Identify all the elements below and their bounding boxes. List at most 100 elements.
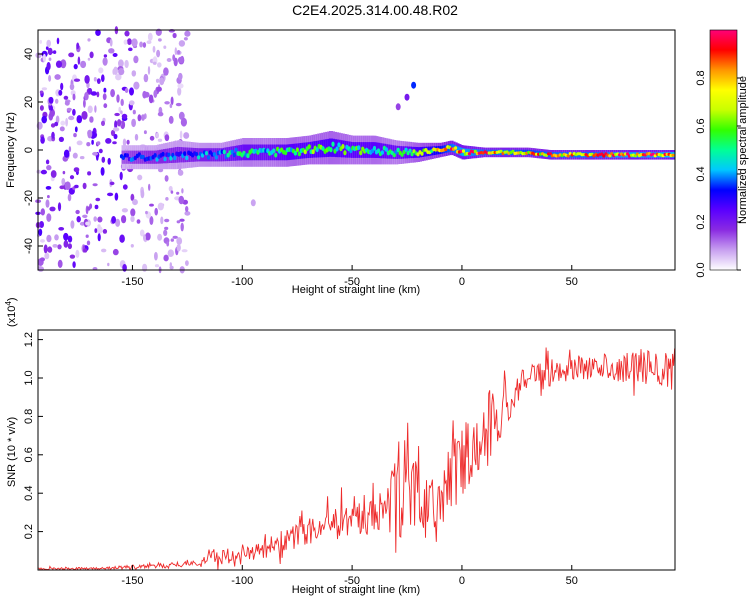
noise-cell (77, 115, 83, 123)
noise-cell (168, 249, 174, 257)
x-tick-label: -100 (231, 276, 253, 288)
noise-cell (72, 109, 76, 116)
noise-cell (164, 101, 170, 104)
noise-cell (54, 122, 58, 127)
noise-cell (178, 170, 184, 176)
noise-cell (103, 88, 106, 93)
noise-cell (60, 126, 65, 131)
noise-cell (74, 79, 80, 82)
feature-cell (405, 94, 410, 101)
feature-cell (251, 199, 256, 206)
noise-cell (154, 252, 158, 261)
noise-cell (141, 114, 145, 121)
noise-cell (181, 223, 184, 232)
noise-cell (122, 264, 127, 272)
noise-cell (138, 114, 142, 121)
noise-cell (116, 94, 119, 103)
noise-cell (41, 208, 45, 215)
noise-cell (40, 239, 45, 243)
noise-cell (86, 235, 89, 238)
noise-cell (110, 39, 113, 47)
ridge-core-cell (296, 147, 299, 152)
noise-cell (121, 215, 126, 223)
noise-cell (67, 108, 72, 111)
noise-cell (159, 77, 164, 85)
noise-cell (137, 219, 141, 224)
noise-cell (156, 79, 159, 83)
noise-cell (103, 229, 107, 234)
y-tick-label: -40 (23, 238, 35, 254)
ridge-core-cell (454, 146, 457, 150)
ridge-core-cell (274, 153, 277, 158)
noise-cell (40, 136, 45, 143)
noise-cell (91, 91, 97, 96)
noise-cell (173, 33, 177, 38)
noise-cell (124, 31, 129, 37)
noise-cell (88, 106, 93, 114)
noise-cell (143, 234, 146, 241)
noise-cell (97, 78, 101, 84)
x-tick-label: -100 (231, 575, 253, 587)
noise-cell (69, 146, 71, 152)
noise-cell (124, 60, 128, 68)
x-tick-label: 50 (566, 276, 578, 288)
noise-cell (121, 99, 124, 106)
noise-cell (129, 87, 134, 95)
ridge-core-cell (161, 152, 164, 157)
ridge-body-cell (333, 139, 335, 157)
noise-cell (89, 116, 93, 123)
noise-cell (48, 48, 53, 55)
noise-cell (95, 198, 100, 202)
noise-cell (181, 118, 187, 127)
noise-cell (101, 121, 105, 126)
noise-cell (133, 82, 139, 90)
noise-cell (63, 171, 66, 174)
noise-cell (113, 249, 119, 255)
noise-cell (177, 220, 181, 223)
x-tick-label: 0 (459, 276, 465, 288)
noise-cell (153, 90, 157, 98)
noise-cell (65, 181, 71, 190)
noise-cell (119, 235, 125, 243)
noise-cell (144, 74, 149, 82)
noise-cell (166, 241, 169, 246)
colorbar-tick-label: 0.8 (695, 70, 707, 85)
ridge-core-cell (343, 150, 346, 155)
noise-cell (86, 142, 90, 146)
noise-cell (103, 93, 107, 100)
noise-cell (172, 54, 175, 61)
noise-cell (94, 228, 97, 233)
noise-cell (127, 38, 132, 45)
noise-cell (64, 150, 70, 158)
colorbar-tick-label: 0.4 (695, 166, 707, 181)
noise-cell (80, 156, 85, 159)
noise-cell (82, 215, 87, 218)
noise-cell (68, 243, 72, 249)
noise-cell (83, 99, 86, 108)
noise-cell (95, 205, 99, 209)
noise-cell (59, 185, 64, 189)
noise-cell (150, 136, 155, 141)
noise-cell (49, 58, 52, 61)
noise-cell (122, 208, 128, 212)
noise-cell (39, 40, 42, 44)
noise-cell (101, 74, 105, 82)
noise-cell (87, 130, 92, 139)
noise-cell (55, 99, 58, 104)
noise-cell (137, 175, 142, 181)
noise-cell (177, 83, 183, 88)
noise-cell (57, 38, 60, 45)
noise-cell (157, 234, 162, 241)
noise-cell (180, 131, 183, 140)
noise-cell (124, 40, 128, 45)
noise-cell (49, 207, 55, 212)
noise-cell (46, 235, 51, 243)
noise-cell (58, 260, 63, 268)
noise-cell (93, 183, 98, 186)
ridge-core-cell (335, 147, 338, 152)
y-tick-label: 1.0 (23, 370, 35, 385)
noise-cell (78, 57, 81, 65)
noise-cell (184, 211, 190, 216)
ridge-core-cell (357, 145, 360, 150)
noise-cell (153, 46, 156, 53)
